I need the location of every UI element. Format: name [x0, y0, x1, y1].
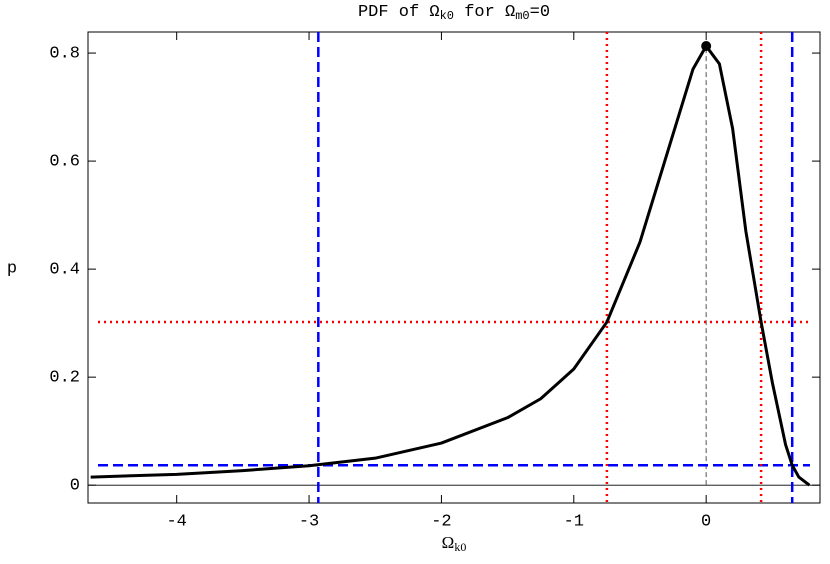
subscript: m0 [515, 9, 529, 23]
text-part: =0 [530, 3, 550, 22]
y-tick-label: 0.2 [49, 369, 80, 388]
y-tick-label: 0.8 [49, 45, 80, 64]
x-tick-label: -1 [564, 512, 584, 531]
chart-title: PDF of Ωk0 for Ωm0=0 [358, 3, 550, 23]
x-tick-label: -4 [166, 512, 186, 531]
subscript: k0 [454, 540, 466, 554]
text-part: PDF of Ω [358, 3, 440, 22]
x-axis-label: Ωk0 [442, 533, 467, 554]
subscript: k0 [440, 9, 454, 23]
x-tick-label: -3 [299, 512, 319, 531]
text-part: Ω [442, 533, 455, 552]
mode-point [701, 41, 712, 52]
y-tick-label: 0.6 [49, 153, 80, 172]
y-axis-label: p [7, 259, 17, 278]
x-tick-label: -2 [431, 512, 451, 531]
y-tick-label: 0.4 [49, 261, 80, 280]
text-part: for Ω [454, 3, 515, 22]
pdf-curve [90, 44, 811, 487]
plot-frame [87, 31, 821, 504]
y-tick-label: 0 [70, 477, 80, 496]
x-tick-label: 0 [701, 512, 711, 531]
